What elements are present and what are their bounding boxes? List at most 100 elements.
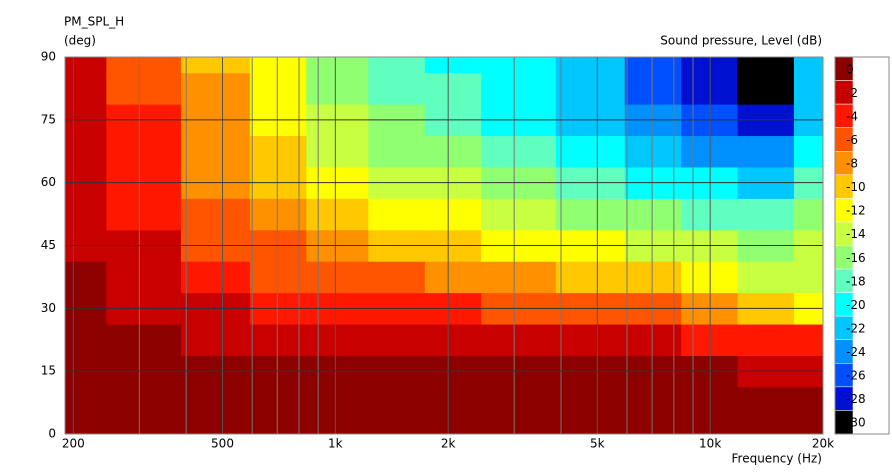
plot-frame bbox=[64, 56, 824, 435]
heatmap-cell bbox=[65, 418, 107, 435]
heatmap-cell bbox=[793, 418, 824, 435]
colorbar-label: -14 bbox=[846, 227, 866, 241]
heatmap-cell bbox=[424, 57, 482, 74]
heatmap-cell bbox=[106, 135, 182, 168]
chart-title: PM_SPL_H bbox=[64, 15, 124, 29]
heatmap-cell bbox=[624, 324, 682, 356]
heatmap-cell bbox=[681, 418, 739, 435]
heatmap-cell bbox=[481, 72, 557, 105]
heatmap-cell bbox=[306, 261, 369, 294]
heatmap-cell bbox=[555, 135, 626, 168]
heatmap-cell bbox=[106, 198, 182, 231]
heatmap-cell bbox=[306, 135, 369, 168]
heatmap-cell bbox=[424, 386, 482, 419]
heatmap-cell bbox=[106, 261, 182, 294]
heatmap-cell bbox=[624, 72, 682, 105]
colorbar-label: -20 bbox=[846, 298, 866, 312]
heatmap-cell bbox=[681, 198, 739, 231]
heatmap-cell bbox=[481, 261, 557, 294]
heatmap-cell bbox=[555, 72, 626, 105]
heatmap-cell bbox=[249, 57, 307, 74]
heatmap-cell bbox=[180, 57, 251, 74]
heatmap-cell bbox=[180, 135, 251, 168]
heatmap-cell bbox=[681, 57, 739, 74]
heatmap-cell bbox=[65, 324, 107, 356]
heatmap-cell bbox=[249, 261, 307, 294]
x-tick-label: 20k bbox=[812, 437, 834, 451]
x-tick-label: 10k bbox=[699, 437, 721, 451]
colorbar-frame bbox=[834, 56, 890, 435]
colorbar-label: -4 bbox=[846, 109, 858, 123]
colorbar-label: -28 bbox=[846, 392, 866, 406]
heatmap-cell bbox=[424, 324, 482, 356]
heatmap-cell bbox=[249, 72, 307, 105]
y-tick-label: 30 bbox=[41, 301, 56, 315]
colorbar-label: -30 bbox=[846, 416, 866, 430]
heatmap-cell bbox=[737, 418, 795, 435]
colorbar-label: -8 bbox=[846, 157, 858, 171]
heatmap-cell bbox=[624, 57, 682, 74]
heatmap-cell bbox=[681, 135, 739, 168]
heatmap-cell bbox=[555, 261, 626, 294]
heatmap-cell bbox=[180, 198, 251, 231]
heatmap-cell bbox=[368, 324, 426, 356]
heatmap-cell bbox=[106, 418, 182, 435]
heatmap-cell bbox=[249, 198, 307, 231]
heatmap-cell bbox=[793, 135, 824, 168]
y-tick-label: 60 bbox=[41, 175, 56, 189]
x-tick-label: 200 bbox=[62, 437, 85, 451]
heatmap-cell bbox=[368, 57, 426, 74]
y-tick-label: 15 bbox=[41, 364, 56, 378]
heatmap-cell bbox=[368, 135, 426, 168]
heatmap-cell bbox=[737, 198, 795, 231]
heatmap-cell bbox=[793, 386, 824, 419]
heatmap-cell bbox=[793, 324, 824, 356]
y-tick-label: 45 bbox=[41, 238, 56, 252]
x-tick-label: 5k bbox=[590, 437, 605, 451]
colorbar-label: -10 bbox=[846, 180, 866, 194]
heatmap-cell bbox=[737, 386, 795, 419]
x-tick-label: 2k bbox=[441, 437, 456, 451]
heatmap-cell bbox=[424, 198, 482, 231]
heatmap-cell bbox=[306, 386, 369, 419]
y-tick-label: 75 bbox=[41, 112, 56, 126]
heatmap-cell bbox=[249, 418, 307, 435]
heatmap-cell bbox=[737, 261, 795, 294]
heatmap-cell bbox=[106, 72, 182, 105]
heatmap-cell bbox=[737, 57, 795, 74]
colorbar-label: -2 bbox=[846, 86, 858, 100]
heatmap-cell bbox=[624, 198, 682, 231]
heatmap-cell bbox=[424, 261, 482, 294]
heatmap-cell bbox=[424, 72, 482, 105]
heatmap-cell bbox=[306, 57, 369, 74]
heatmap-cell bbox=[481, 198, 557, 231]
heatmap-cell bbox=[737, 324, 795, 356]
y-axis-label: (deg) bbox=[64, 34, 96, 48]
heatmap-cell bbox=[793, 261, 824, 294]
heatmap-cell bbox=[555, 57, 626, 74]
heatmap-cell bbox=[180, 72, 251, 105]
heatmap-cell bbox=[681, 386, 739, 419]
heatmap-cell bbox=[65, 386, 107, 419]
colorbar-label: -18 bbox=[846, 274, 866, 288]
colorbar-label: 0 bbox=[846, 62, 854, 76]
heatmap-cell bbox=[481, 418, 557, 435]
heatmap-cell bbox=[793, 72, 824, 105]
heatmap-cell bbox=[681, 72, 739, 105]
heatmap-cell bbox=[180, 418, 251, 435]
heatmap-cell bbox=[737, 135, 795, 168]
heatmap-cell bbox=[249, 386, 307, 419]
heatmap-cell bbox=[624, 418, 682, 435]
x-tick-label: 500 bbox=[211, 437, 234, 451]
heatmap-cell bbox=[481, 324, 557, 356]
heatmap-cell bbox=[65, 261, 107, 294]
heatmap-cell bbox=[306, 198, 369, 231]
heatmap-cell bbox=[424, 418, 482, 435]
heatmap-cell bbox=[180, 386, 251, 419]
heatmap-cell bbox=[65, 72, 107, 105]
heatmap-cell bbox=[624, 386, 682, 419]
heatmap-cell bbox=[368, 198, 426, 231]
heatmap-cell bbox=[65, 198, 107, 231]
colorbar-label: -24 bbox=[846, 345, 866, 359]
heatmap-cell bbox=[681, 324, 739, 356]
